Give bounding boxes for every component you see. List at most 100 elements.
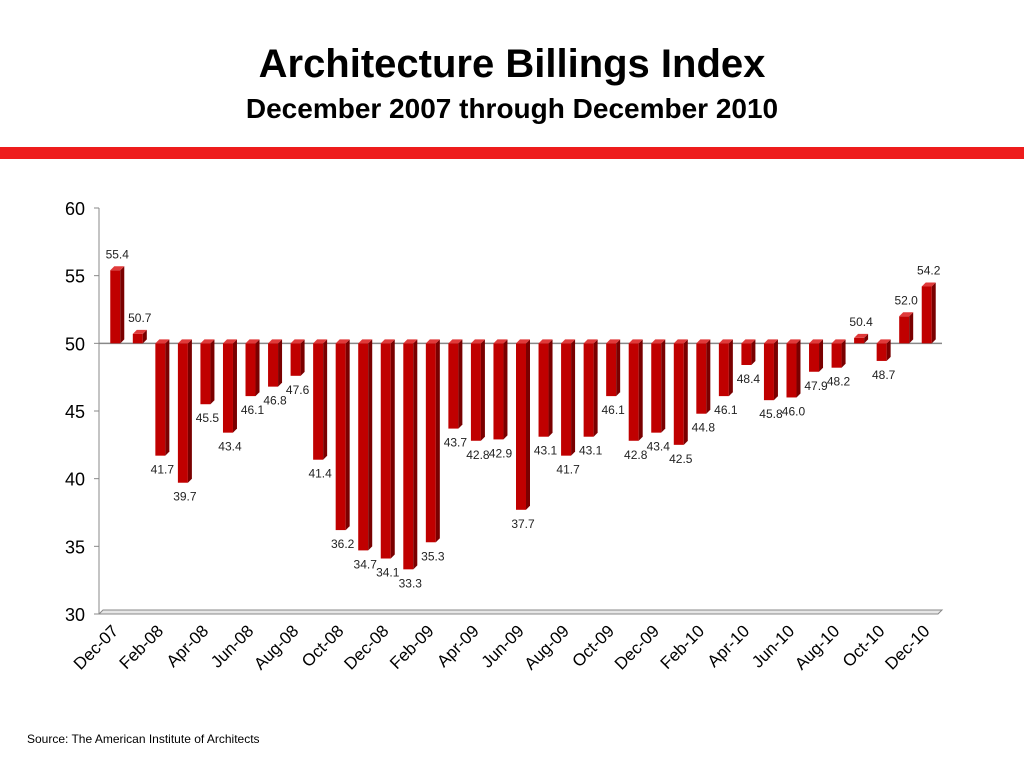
bar-face xyxy=(268,343,279,387)
data-label: 34.7 xyxy=(354,557,378,571)
bar-face xyxy=(651,343,662,433)
x-tick-label: Oct-09 xyxy=(568,621,618,671)
slide-subtitle: December 2007 through December 2010 xyxy=(245,93,779,124)
x-tick-label: Dec-07 xyxy=(70,621,122,673)
bar-Feb-10 xyxy=(696,339,711,414)
data-label: 45.5 xyxy=(196,411,220,425)
x-tick-label: Jun-09 xyxy=(478,621,528,671)
data-label: 50.7 xyxy=(128,311,152,325)
bar-Aug-09 xyxy=(561,339,576,456)
bar-side xyxy=(480,339,485,441)
bar-top xyxy=(538,339,553,344)
bar-Apr-08 xyxy=(200,339,215,405)
bar-top xyxy=(313,339,328,344)
bar-Jan-09 xyxy=(403,339,418,570)
bar-Feb-09 xyxy=(425,339,440,543)
bar-top xyxy=(606,339,621,344)
bar-face xyxy=(786,343,797,398)
data-label: 46.1 xyxy=(601,403,625,417)
bar-side xyxy=(661,339,666,433)
data-label: 48.7 xyxy=(872,368,896,382)
bar-Aug-08 xyxy=(290,339,305,376)
data-label: 43.1 xyxy=(534,444,558,458)
bar-face xyxy=(132,333,143,344)
bar-top xyxy=(561,339,576,344)
data-label: 39.7 xyxy=(173,490,197,504)
bar-top xyxy=(718,339,733,344)
data-label: 34.1 xyxy=(376,566,400,580)
y-tick-label: 40 xyxy=(65,470,85,490)
value-label-layer: 55.4 50.7 41.7 39.7 45.5 43.4 46.1 46.847.6 41.4… xyxy=(106,247,941,590)
bar-side xyxy=(728,339,733,397)
x-tick-label: Aug-08 xyxy=(250,621,302,673)
bar-face xyxy=(155,343,166,456)
chart-floor xyxy=(97,609,944,615)
bar-face xyxy=(583,343,594,437)
bar-Jul-08 xyxy=(268,339,283,387)
data-label: 44.8 xyxy=(692,421,716,435)
bar-side xyxy=(300,339,305,376)
bar-top xyxy=(448,339,463,344)
data-label: 50.4 xyxy=(849,315,873,329)
bar-top xyxy=(651,339,666,344)
x-tick-label: Aug-10 xyxy=(791,621,843,673)
bar-face xyxy=(741,343,752,365)
bar-Dec-10 xyxy=(921,282,936,344)
data-label: 43.4 xyxy=(218,440,242,454)
x-tick-label-layer: Dec-07Feb-08Apr-08Jun-08Aug-08Oct-08Dec-… xyxy=(70,621,934,673)
red-divider xyxy=(0,147,1024,159)
bar-face xyxy=(696,343,707,414)
bar-side xyxy=(323,339,328,460)
bar-top xyxy=(673,339,688,344)
bar-side xyxy=(571,339,576,456)
data-label: 54.2 xyxy=(917,263,941,277)
bar-face xyxy=(538,343,549,437)
bar-face xyxy=(718,343,729,397)
data-label: 41.7 xyxy=(556,463,580,477)
data-label: 41.4 xyxy=(308,467,332,481)
bar-side xyxy=(435,339,440,543)
data-label: 46.8 xyxy=(263,394,287,408)
bar-Apr-09 xyxy=(470,339,485,441)
data-label: 36.2 xyxy=(331,537,355,551)
data-label: 46.0 xyxy=(782,404,806,418)
bar-top xyxy=(335,339,350,344)
data-label: 55.4 xyxy=(106,247,130,261)
bar-face xyxy=(921,286,932,344)
data-label: 35.3 xyxy=(421,549,445,563)
bar-side xyxy=(165,339,170,456)
bar-face xyxy=(561,343,572,456)
bar-top xyxy=(290,339,305,344)
data-label: 48.4 xyxy=(737,372,761,386)
bar-Jul-10 xyxy=(809,339,824,372)
bar-top xyxy=(493,339,508,344)
bar-top xyxy=(831,339,846,344)
bar-face xyxy=(403,343,414,570)
bar-face xyxy=(245,343,256,397)
bar-Nov-10 xyxy=(899,312,914,344)
bar-face xyxy=(290,343,301,376)
x-tick-label: Feb-10 xyxy=(657,621,709,673)
bar-Nov-09 xyxy=(628,339,643,441)
bar-top xyxy=(921,282,936,287)
bar-face xyxy=(899,316,910,344)
bar-top xyxy=(763,339,778,344)
bar-top xyxy=(809,339,824,344)
bar-side xyxy=(187,339,192,483)
x-tick-label: Oct-10 xyxy=(839,621,889,671)
bar-top xyxy=(854,333,869,338)
data-label: 52.0 xyxy=(895,293,919,307)
bar-side xyxy=(120,266,125,344)
bar-May-09 xyxy=(493,339,508,440)
data-label: 47.6 xyxy=(286,383,310,397)
x-tick-label: Dec-10 xyxy=(881,621,933,673)
bar-side xyxy=(503,339,508,440)
bar-top xyxy=(516,339,530,344)
x-tick-label: Aug-09 xyxy=(521,621,573,673)
bar-top xyxy=(403,339,418,344)
x-tick-label: Apr-09 xyxy=(433,621,483,671)
bar-layer xyxy=(110,266,936,570)
bar-Jun-10 xyxy=(786,339,801,398)
bar-face xyxy=(516,343,526,510)
bar-face xyxy=(200,343,211,405)
